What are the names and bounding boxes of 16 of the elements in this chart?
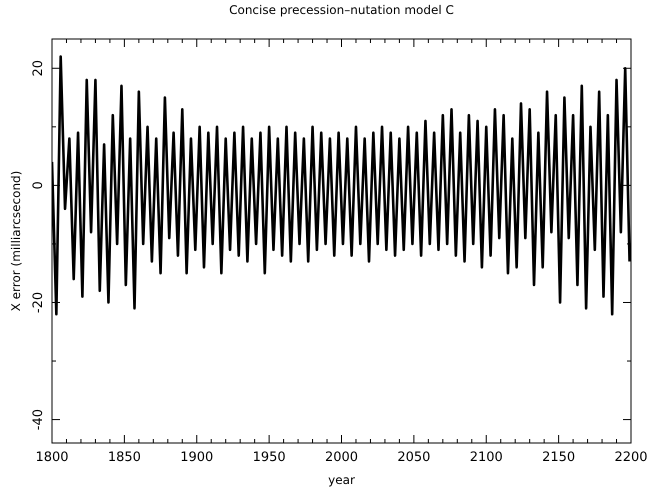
x-tick-label: 2100 xyxy=(470,450,503,465)
x-axis-title: year xyxy=(328,473,355,487)
y-tick-label: -40 xyxy=(31,408,46,430)
x-tick-label: 2200 xyxy=(614,450,648,465)
x-tick-label: 1850 xyxy=(108,450,141,465)
x-tick-label: 1800 xyxy=(35,450,69,465)
y-tick-label: -20 xyxy=(31,292,46,314)
x-tick-label: 2050 xyxy=(397,450,430,465)
x-tick-label: 2150 xyxy=(542,450,576,465)
x-tick-label: 1900 xyxy=(180,450,214,465)
chart-title: Concise precession–nutation model C xyxy=(229,3,454,17)
x-tick-label: 2000 xyxy=(324,450,358,465)
x-tick-label: 1950 xyxy=(252,450,286,465)
y-tick-label: 20 xyxy=(31,60,46,77)
y-tick-label: 0 xyxy=(31,181,46,190)
y-axis-title: X error (milliarcsecond) xyxy=(9,170,23,312)
